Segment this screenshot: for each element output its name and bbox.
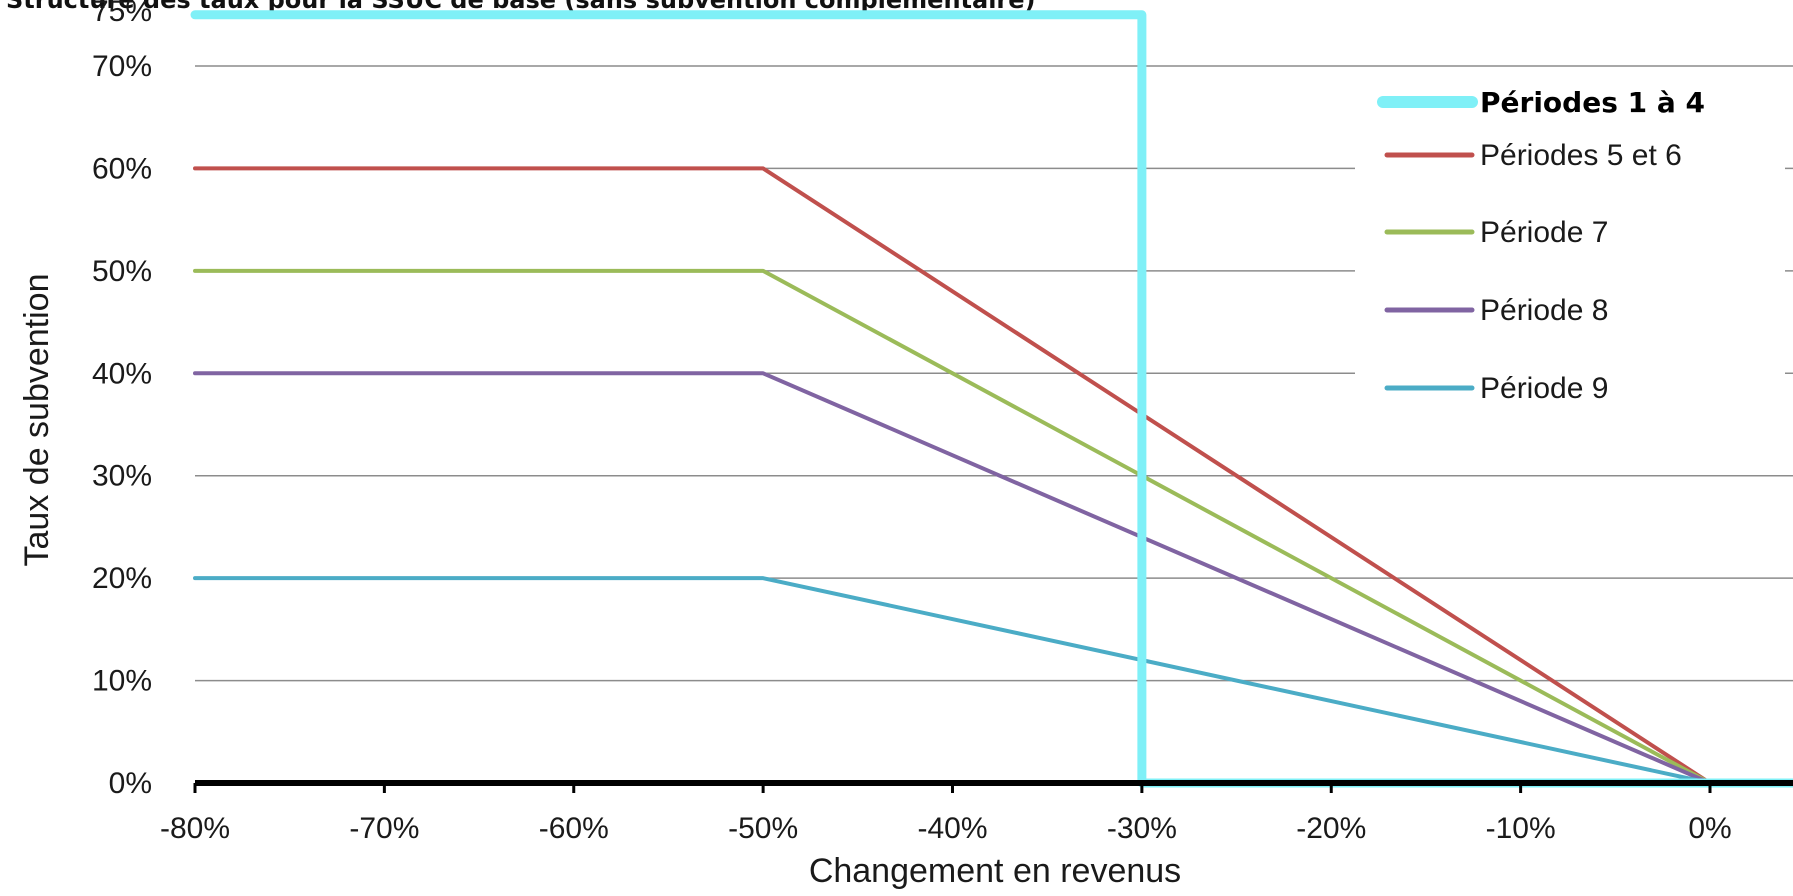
x-tick-label: -20% bbox=[1296, 812, 1366, 845]
x-tick-label: -80% bbox=[160, 812, 230, 845]
y-tick-label: 20% bbox=[92, 562, 152, 595]
y-tick-label: 75% bbox=[92, 0, 152, 28]
y-tick-label: 40% bbox=[92, 357, 152, 390]
legend-label: Périodes 5 et 6 bbox=[1480, 139, 1682, 172]
x-tick-label: 0% bbox=[1688, 812, 1731, 845]
x-tick-label: -70% bbox=[349, 812, 419, 845]
legend: Périodes 1 à 4 Périodes 5 et 6 Période 7 Pé… bbox=[1355, 75, 1785, 420]
y-tick-label: 60% bbox=[92, 152, 152, 185]
y-tick-label: 10% bbox=[92, 665, 152, 698]
x-tick-label: -40% bbox=[917, 812, 987, 845]
x-tick-label: -50% bbox=[728, 812, 798, 845]
x-axis-title: Changement en revenus bbox=[809, 852, 1181, 890]
legend-label: Période 7 bbox=[1480, 216, 1608, 249]
x-tick-label: -30% bbox=[1107, 812, 1177, 845]
legend-label: Périodes 1 à 4 bbox=[1480, 86, 1705, 119]
y-tick-label: 50% bbox=[92, 255, 152, 288]
x-tick-label: -60% bbox=[539, 812, 609, 845]
y-tick-label: 30% bbox=[92, 460, 152, 493]
legend-label: Période 9 bbox=[1480, 372, 1608, 405]
legend-label: Période 8 bbox=[1480, 294, 1608, 327]
tick-labels: 0% 10% 20% 30% 40% 50% 60% 70% 75% -80% -70% -60% -5… bbox=[92, 0, 1732, 845]
y-tick-label: 70% bbox=[92, 50, 152, 83]
axes bbox=[193, 780, 1793, 793]
x-tick-label: -10% bbox=[1486, 812, 1556, 845]
y-tick-label: 0% bbox=[109, 767, 152, 800]
legend-background bbox=[1355, 75, 1785, 420]
y-axis-title: Taux de subvention bbox=[18, 274, 56, 567]
